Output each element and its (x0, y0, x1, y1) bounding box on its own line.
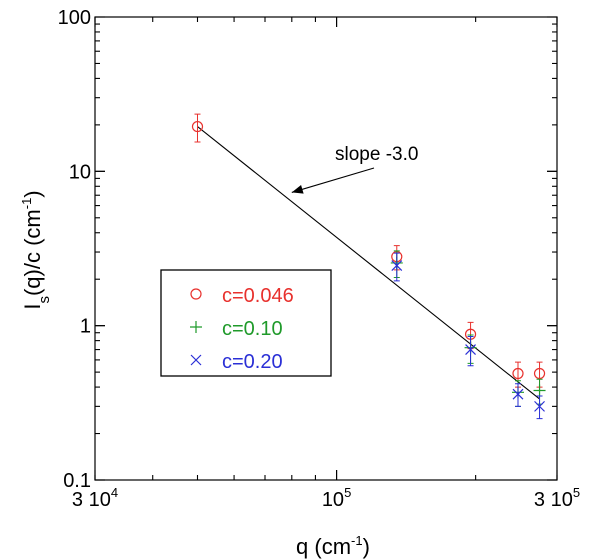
error-bar (514, 383, 521, 407)
x-tick-label-sup: 4 (111, 485, 118, 500)
y-tick-label: 100 (58, 7, 91, 29)
slope-annotation: slope -3.0 (291, 144, 418, 194)
y-axis-title-sup: -1 (19, 198, 34, 210)
data-point (512, 367, 524, 380)
error-bar (467, 336, 474, 367)
y-tick-label: 0.1 (63, 470, 91, 492)
x-tick-label: 3 105 (534, 485, 580, 511)
data-point (391, 260, 403, 272)
y-tick-label: 10 (69, 161, 91, 183)
legend-entries: c=0.046 c=0.10 c=0.20 (190, 285, 294, 373)
annotation-label: slope -3.0 (335, 144, 418, 165)
x-tick-label: 105 (322, 485, 351, 511)
data-point (191, 120, 204, 133)
annotation-arrow (291, 167, 375, 193)
data-point (512, 388, 524, 400)
data-points (191, 113, 546, 420)
legend-label: c=0.20 (222, 351, 283, 373)
y-axis-title: Is(q)/c (cm-1) (19, 190, 53, 309)
annotation-arrowhead (291, 184, 304, 194)
x-axis-title-main: q (cm (296, 534, 351, 559)
x-tick-label-base: 3 10 (72, 489, 111, 511)
x-axis-title-close: ) (363, 534, 370, 559)
fit-line-group (197, 126, 540, 400)
x-tick-label-sup: 5 (344, 485, 351, 500)
data-point (534, 400, 545, 412)
x-axis-title-sup: -1 (351, 533, 363, 548)
x-axis-title: q (cm-1) (296, 533, 370, 559)
error-bar (536, 395, 543, 420)
x-tick-label-base: 10 (322, 489, 344, 511)
fit-line (197, 126, 540, 400)
data-point (533, 367, 546, 380)
y-tick-label: 1 (80, 316, 91, 338)
y-axis-title-sub: s (36, 296, 53, 304)
x-tick-label: 3 104 (72, 485, 118, 511)
x-tick-label-base: 3 10 (534, 489, 573, 511)
legend: c=0.046 c=0.10 c=0.20 (160, 269, 332, 377)
legend-box (160, 269, 332, 377)
legend-marker (190, 288, 202, 300)
y-axis-title-mid: (q)/c (cm (20, 209, 45, 296)
plot-frame (94, 16, 558, 481)
legend-label: c=0.046 (222, 285, 294, 307)
error-bar (393, 252, 400, 282)
data-point (533, 384, 546, 397)
y-axis-title-pre: I (20, 304, 45, 310)
legend-label: c=0.10 (222, 318, 283, 340)
legend-marker (190, 354, 202, 366)
data-point (465, 344, 476, 355)
x-tick-label-sup: 5 (573, 485, 580, 500)
y-axis-title-close: ) (20, 190, 45, 197)
legend-marker (190, 321, 202, 333)
error-bar (194, 113, 201, 143)
